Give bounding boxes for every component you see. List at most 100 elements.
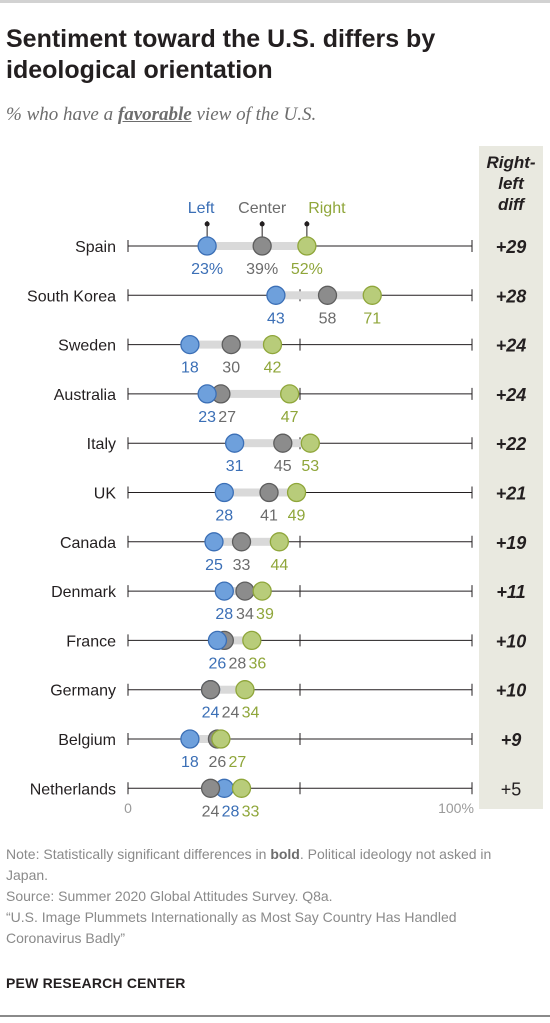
- range-track: [189, 735, 221, 743]
- value-label-left: 28: [215, 508, 233, 525]
- country-label: South Korea: [27, 288, 116, 305]
- value-label-left: 23: [198, 409, 216, 426]
- value-label-right: 44: [270, 557, 288, 574]
- country-label: Australia: [54, 387, 116, 404]
- country-label: Germany: [50, 683, 116, 700]
- dot-left: [197, 236, 217, 256]
- dot-right: [231, 778, 252, 798]
- dot-center: [200, 778, 221, 798]
- diff-value: +22: [496, 434, 527, 454]
- dot-right: [362, 285, 382, 305]
- dot-right: [297, 236, 317, 256]
- diff-value: +24: [496, 336, 527, 356]
- notes: Note: Statistically significant differen…: [6, 844, 526, 949]
- dot-center: [221, 334, 241, 355]
- dot-right: [235, 680, 255, 700]
- value-label-center: 41: [260, 508, 278, 525]
- range-track: [234, 439, 311, 448]
- value-label-center: 28: [229, 655, 247, 672]
- value-label-right: 39: [256, 606, 274, 623]
- organization-name: PEW RESEARCH CENTER: [6, 975, 186, 991]
- diff-value: +10: [496, 631, 527, 651]
- value-label-center: 34: [236, 606, 254, 623]
- value-label-left: 18: [181, 754, 199, 771]
- chart-subtitle: % who have a favorable view of the U.S.: [6, 104, 316, 126]
- dot-left: [180, 729, 200, 749]
- diff-column-background: [479, 146, 543, 809]
- subtitle-suffix: view of the U.S.: [196, 104, 317, 125]
- range-track: [210, 685, 245, 694]
- dot-right: [300, 433, 320, 453]
- diff-value: +24: [496, 385, 527, 405]
- diff-header-line2: left: [498, 174, 524, 193]
- country-label: Belgium: [58, 732, 116, 749]
- source-line: Source: Summer 2020 Global Attitudes Sur…: [6, 888, 333, 904]
- legend-center: Center: [238, 200, 287, 217]
- report-line: “U.S. Image Plummets Internationally as …: [6, 909, 457, 946]
- value-label-left: 28: [222, 803, 240, 820]
- diff-value: +5: [501, 779, 522, 799]
- value-label-right: 42: [264, 360, 282, 377]
- dot-right: [252, 581, 272, 601]
- value-label-right: 53: [301, 458, 319, 475]
- value-label-left: 24: [202, 705, 220, 722]
- country-label: Canada: [60, 535, 116, 552]
- value-label-left: 18: [181, 360, 199, 377]
- value-label-center: 58: [319, 310, 337, 327]
- value-label-right: 47: [281, 409, 299, 426]
- value-label-left: 43: [267, 310, 285, 327]
- value-label-left: 26: [209, 655, 227, 672]
- value-label-center: 39%: [246, 261, 278, 278]
- value-label-center: 26: [209, 754, 227, 771]
- country-label: France: [66, 633, 116, 650]
- dot-center: [273, 433, 293, 453]
- range-track: [207, 389, 290, 398]
- value-label-center: 24: [222, 705, 240, 722]
- country-label: Denmark: [51, 584, 117, 601]
- note-line: Note: Statistically significant differen…: [6, 846, 492, 883]
- value-label-left: 28: [215, 606, 233, 623]
- dot-center: [235, 581, 255, 601]
- value-label-left: 31: [226, 458, 244, 475]
- diff-value: +29: [496, 237, 527, 257]
- value-label-left: 25: [205, 557, 223, 574]
- diff-value: +21: [496, 484, 527, 504]
- diff-value: +28: [496, 286, 527, 306]
- dot-right: [262, 334, 283, 355]
- dot-plot-chart: Left Center Right Spain 23% 39% 52% +29 South Ko…: [27, 200, 527, 820]
- country-label: Spain: [75, 239, 116, 256]
- dot-right: [242, 630, 262, 651]
- value-label-right: 33: [242, 803, 260, 820]
- legend-pointer-dot-left: [204, 221, 210, 227]
- legend-left: Left: [188, 200, 215, 217]
- dot-center: [231, 532, 252, 552]
- bottom-rule: [0, 1015, 550, 1017]
- subtitle-prefix: % who have a: [6, 104, 114, 125]
- dot-left: [224, 433, 245, 453]
- dot-left: [204, 532, 224, 552]
- diff-header-line3: diff: [497, 195, 525, 214]
- diff-value: +19: [496, 533, 527, 553]
- subtitle-emphasis: favorable: [117, 104, 192, 125]
- dot-left: [180, 334, 200, 355]
- chart-title: Sentiment toward the U.S. differs by ide…: [6, 25, 436, 84]
- dot-center: [259, 482, 279, 503]
- value-label-right: 34: [242, 705, 260, 722]
- legend-right: Right: [308, 200, 346, 217]
- axis-max-label: 100%: [438, 800, 474, 816]
- legend-pointer-dot-center: [259, 221, 265, 227]
- value-label-left: 23%: [191, 261, 223, 278]
- diff-value: +9: [501, 730, 522, 750]
- diff-value: +10: [496, 681, 527, 701]
- value-label-right: 71: [363, 310, 381, 327]
- value-label-center: 33: [233, 557, 251, 574]
- dot-right: [286, 482, 307, 503]
- top-rule: [0, 0, 550, 3]
- dot-right: [211, 729, 231, 749]
- dot-left: [214, 581, 234, 601]
- range-track: [217, 636, 252, 645]
- diff-column-header: Right- left diff: [479, 152, 543, 215]
- value-label-center: 27: [218, 409, 236, 426]
- dot-center: [200, 680, 221, 700]
- country-label: Sweden: [58, 338, 116, 355]
